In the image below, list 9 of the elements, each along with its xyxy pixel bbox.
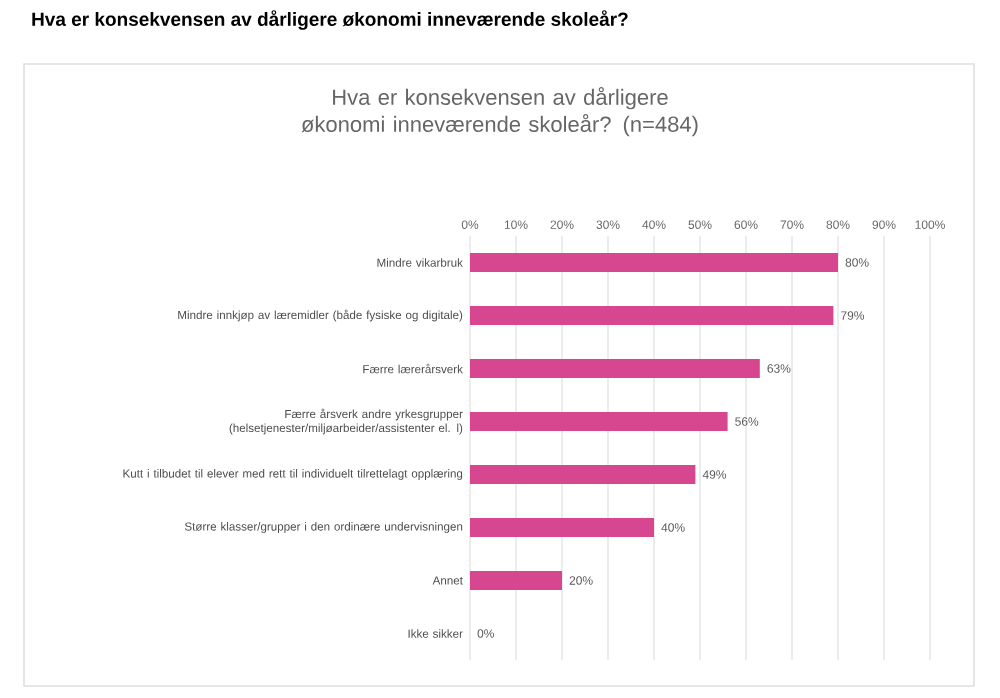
bar (470, 517, 655, 538)
bar (470, 464, 696, 485)
bar (470, 570, 563, 591)
bar (470, 411, 728, 432)
chart-subtitle: Hva er konsekvensen av dårligere økonomi inneværende skoleår? (n=484) (301, 87, 698, 137)
bar (470, 305, 834, 326)
bar (470, 358, 760, 379)
chart-title: Hva er konsekvensen av dårligere økonomi inneværende skoleår? (32, 10, 628, 30)
bar (470, 252, 838, 273)
